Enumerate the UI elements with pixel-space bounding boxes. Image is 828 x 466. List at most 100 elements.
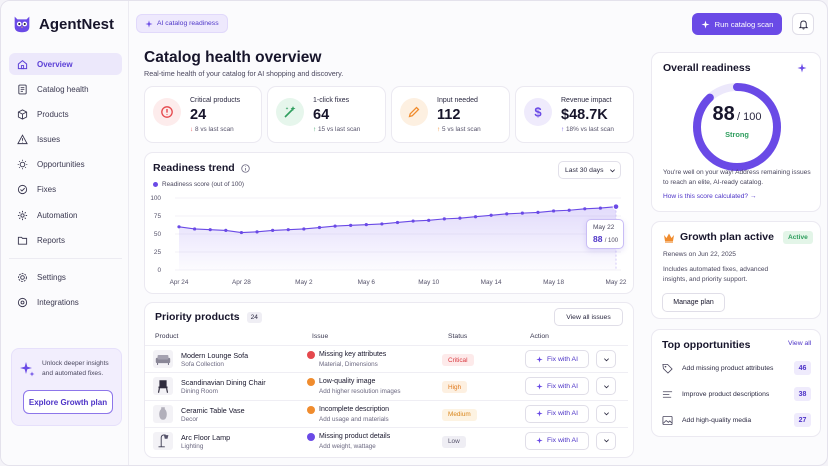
sidebar-item-integrations[interactable]: Integrations [9,292,122,314]
data-point [567,208,571,212]
readiness-text: You're well on your way! Address remaini… [663,169,811,186]
sidebar-item-automation[interactable]: Automation [9,204,122,226]
legend-label: Readiness score (out of 100) [162,181,245,188]
priority-products-card: Priority products 24 View all issues Pro… [144,302,634,458]
x-tick-label: Apr 24 [170,279,189,286]
opportunities-title: Top opportunities [662,339,751,351]
table-row[interactable]: Modern Lounge Sofa Sofa Collection Missi… [145,345,628,372]
fix-with-ai-button[interactable]: Fix with AI [525,404,589,423]
sparkle-icon [536,355,543,363]
view-all-issues-button[interactable]: View all issues [554,308,623,326]
y-tick-label: 25 [154,249,162,256]
row-expand-button[interactable] [596,404,616,423]
row-expand-button[interactable] [596,377,616,396]
sidebar-item-issues[interactable]: Issues [9,129,122,151]
trend-title: Readiness trend [153,162,235,174]
page-title: Catalog health overview [144,49,322,66]
explore-growth-plan-button[interactable]: Explore Growth plan [23,390,113,414]
readiness-score-suffix: / 100 [737,111,762,123]
sidebar-item-overview[interactable]: Overview [9,53,122,75]
row-expand-button[interactable] [596,350,616,368]
data-point [505,212,509,216]
tooltip-suffix: / 100 [604,238,619,244]
brand[interactable]: AgentNest [11,13,114,35]
overall-readiness-card: Overall readiness 88 / 100 Strong You're… [651,52,821,212]
product-category: Decor [181,415,199,423]
gauge-fill [693,83,781,171]
x-tick-label: May 10 [418,279,439,286]
data-point [317,225,322,230]
plan-title: Growth plan active [680,231,774,243]
sidebar-item-label: Opportunities [37,160,85,170]
opportunity-item[interactable]: Improve product descriptions 38 [662,385,811,403]
lamp-icon [158,434,169,448]
chair-icon [157,379,169,393]
alert-icon [161,106,173,118]
sidebar-item-settings[interactable]: Settings [9,266,122,288]
manage-plan-button[interactable]: Manage plan [662,293,725,312]
sidebar-item-reports[interactable]: Reports [9,229,122,251]
wrench-icon [17,185,28,195]
table-row[interactable]: Arc Floor Lamp Lighting Missing product … [145,426,628,454]
y-tick-label: 0 [157,267,161,274]
opportunity-item[interactable]: Add high-quality media 27 [662,411,811,429]
kpi-change: ↑ 5 vs last scan [437,126,481,133]
sidebar-item-label: Catalog health [37,84,89,94]
sidebar-item-label: Products [37,109,69,119]
ai-readiness-pill[interactable]: AI catalog readiness [136,14,228,33]
issue-detail: Add usage and materials [319,415,389,423]
sparkle-icon [536,410,543,417]
box-icon [17,109,28,120]
top-bar: AI catalog readiness Run catalog scan [130,1,827,45]
fix-with-ai-button[interactable]: Fix with AI [525,431,589,450]
tag-icon [662,363,673,374]
image-icon [662,415,673,425]
sparkle-icon [797,63,807,73]
view-all-opportunities-link[interactable]: View all [788,340,812,347]
table-row[interactable]: Scandinavian Dining Chair Dining Room Lo… [145,372,628,399]
col-header-action: Action [530,333,549,340]
score-info-link[interactable]: How is this score calculated? → [663,193,757,200]
fix-with-ai-button[interactable]: Fix with AI [525,350,589,368]
opportunity-item[interactable]: Add missing product attributes 46 [662,359,811,377]
data-point [427,218,431,222]
date-range-select[interactable]: Last 30 days [558,161,621,179]
issue-title: Low-quality image [319,378,376,386]
plan-renews: Renews on Jun 22, 2025 [663,251,736,258]
plan-status-badge: Active [783,231,813,244]
issue-title: Incomplete description [319,405,390,413]
notifications-button[interactable] [792,13,814,35]
product-category: Dining Room [181,388,218,396]
table-row[interactable]: Ceramic Table Vase Decor Incomplete desc… [145,399,628,427]
kpi-card[interactable]: Critical products 24 ↓ 8 vs last scan [144,86,262,143]
kpi-change: ↑ 18% vs last scan [561,126,614,133]
home-icon [17,59,28,69]
fix-with-ai-button[interactable]: Fix with AI [525,377,589,396]
kpi-value: 64 [313,107,330,123]
kpi-icon-wrap: $ [524,98,552,126]
sidebar-item-label: Fixes [37,185,57,195]
fix-button-label: Fix with AI [547,410,578,418]
opportunity-count: 27 [794,413,811,427]
issue-status-icon [307,351,315,359]
sidebar-item-catalog-health[interactable]: Catalog health [9,78,122,100]
kpi-delta-suffix: vs last scan [326,126,361,133]
product-name: Modern Lounge Sofa [181,351,249,360]
sidebar-item-products[interactable]: Products [9,103,122,125]
integrations-icon [17,297,28,308]
data-point [395,220,400,225]
run-catalog-scan-button[interactable]: Run catalog scan [692,13,782,35]
info-icon[interactable] [241,163,250,173]
sidebar-item-fixes[interactable]: Fixes [9,179,122,201]
tooltip-value: 88 [593,234,603,244]
row-expand-button[interactable] [596,431,616,450]
kpi-card[interactable]: Input needed 112 ↑ 5 vs last scan [391,86,510,143]
kpi-card[interactable]: 1-click fixes 64 ↑ 15 vs last scan [267,86,386,143]
sidebar-item-label: Reports [37,235,66,245]
chart-legend: Readiness score (out of 100) [153,181,244,188]
warning-icon [17,134,28,145]
data-point [271,228,275,232]
kpi-card[interactable]: $ Revenue impact $48.7K ↑ 18% vs last sc… [515,86,634,143]
sidebar-item-opportunities[interactable]: Opportunities [9,154,122,176]
x-tick-label: May 2 [295,279,313,286]
